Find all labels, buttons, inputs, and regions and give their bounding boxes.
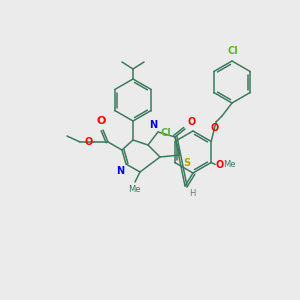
- Text: O: O: [215, 160, 224, 170]
- Text: N: N: [116, 166, 124, 176]
- Text: O: O: [211, 123, 219, 133]
- Text: H: H: [189, 189, 195, 198]
- Text: Me: Me: [223, 160, 236, 169]
- Text: O: O: [96, 116, 106, 126]
- Text: N: N: [149, 120, 157, 130]
- Text: Me: Me: [128, 185, 140, 194]
- Text: O: O: [85, 137, 93, 147]
- Text: O: O: [187, 117, 195, 127]
- Text: S: S: [183, 158, 190, 168]
- Text: Cl: Cl: [228, 46, 238, 56]
- Text: Cl: Cl: [160, 128, 171, 139]
